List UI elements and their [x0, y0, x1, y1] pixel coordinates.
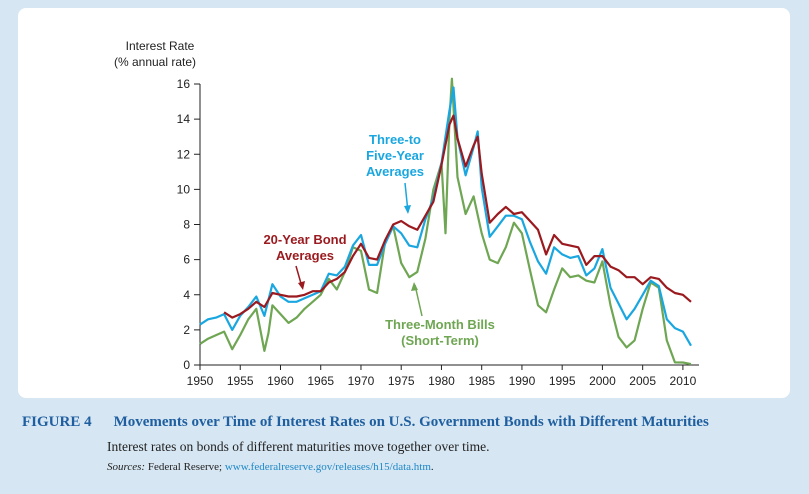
x-tick-label: 2005: [629, 374, 656, 388]
x-tick-label: 1955: [227, 374, 254, 388]
figure-label: FIGURE 4: [22, 414, 92, 430]
annotation: Averages: [276, 248, 334, 263]
sources-end: .: [430, 461, 434, 473]
annotation-arrowhead: [411, 282, 418, 291]
x-tick-label: 1950: [187, 374, 214, 388]
y-tick-label: 10: [177, 182, 191, 196]
sources-link[interactable]: www.federalreserve.gov/releases/h15/data…: [224, 461, 431, 473]
annotation: Five-Year: [366, 148, 424, 163]
y-tick-label: 0: [183, 358, 190, 372]
caption-sources: Sources: Federal Reserve; www.federalres…: [107, 461, 434, 473]
series-line: [199, 77, 692, 366]
x-tick-label: 1970: [348, 374, 375, 388]
x-tick-label: 1980: [428, 374, 455, 388]
x-tick-label: 2010: [670, 374, 697, 388]
y-tick-label: 2: [183, 323, 190, 337]
x-tick-label: 2000: [589, 374, 616, 388]
y-tick-label: 14: [177, 112, 191, 126]
caption-title: FIGURE 4 Movements over Time of Interest …: [22, 414, 731, 431]
x-tick-label: 1995: [549, 374, 576, 388]
x-tick-label: 1985: [468, 374, 495, 388]
x-tick-label: 1990: [509, 374, 536, 388]
annotation-arrowhead: [298, 281, 305, 290]
x-tick-label: 1960: [267, 374, 294, 388]
y-tick-label: 12: [177, 147, 191, 161]
y-tick-label: 8: [183, 218, 190, 232]
series-line: [199, 86, 692, 347]
y-tick-label: 4: [183, 288, 190, 302]
annotation: 20-Year Bond: [263, 232, 346, 247]
sources-text: Federal Reserve;: [147, 461, 223, 473]
annotation: Three-Month Bills: [385, 317, 495, 332]
figure-title: Movements over Time of Interest Rates on…: [113, 414, 709, 430]
y-axis-label: (% annual rate): [114, 55, 196, 69]
chart-panel: [18, 8, 790, 398]
series-line: [223, 114, 692, 319]
annotation: Three-to: [369, 132, 421, 147]
annotation-arrowhead: [404, 205, 411, 214]
x-tick-label: 1965: [307, 374, 334, 388]
y-tick-label: 16: [177, 77, 191, 91]
annotation: (Short-Term): [401, 333, 479, 348]
x-tick-label: 1975: [388, 374, 415, 388]
y-tick-label: 6: [183, 253, 190, 267]
sources-label: Sources:: [107, 461, 146, 473]
caption-description: Interest rates on bonds of different mat…: [107, 439, 490, 454]
y-axis-label: Interest Rate: [126, 39, 195, 53]
annotation: Averages: [366, 164, 424, 179]
